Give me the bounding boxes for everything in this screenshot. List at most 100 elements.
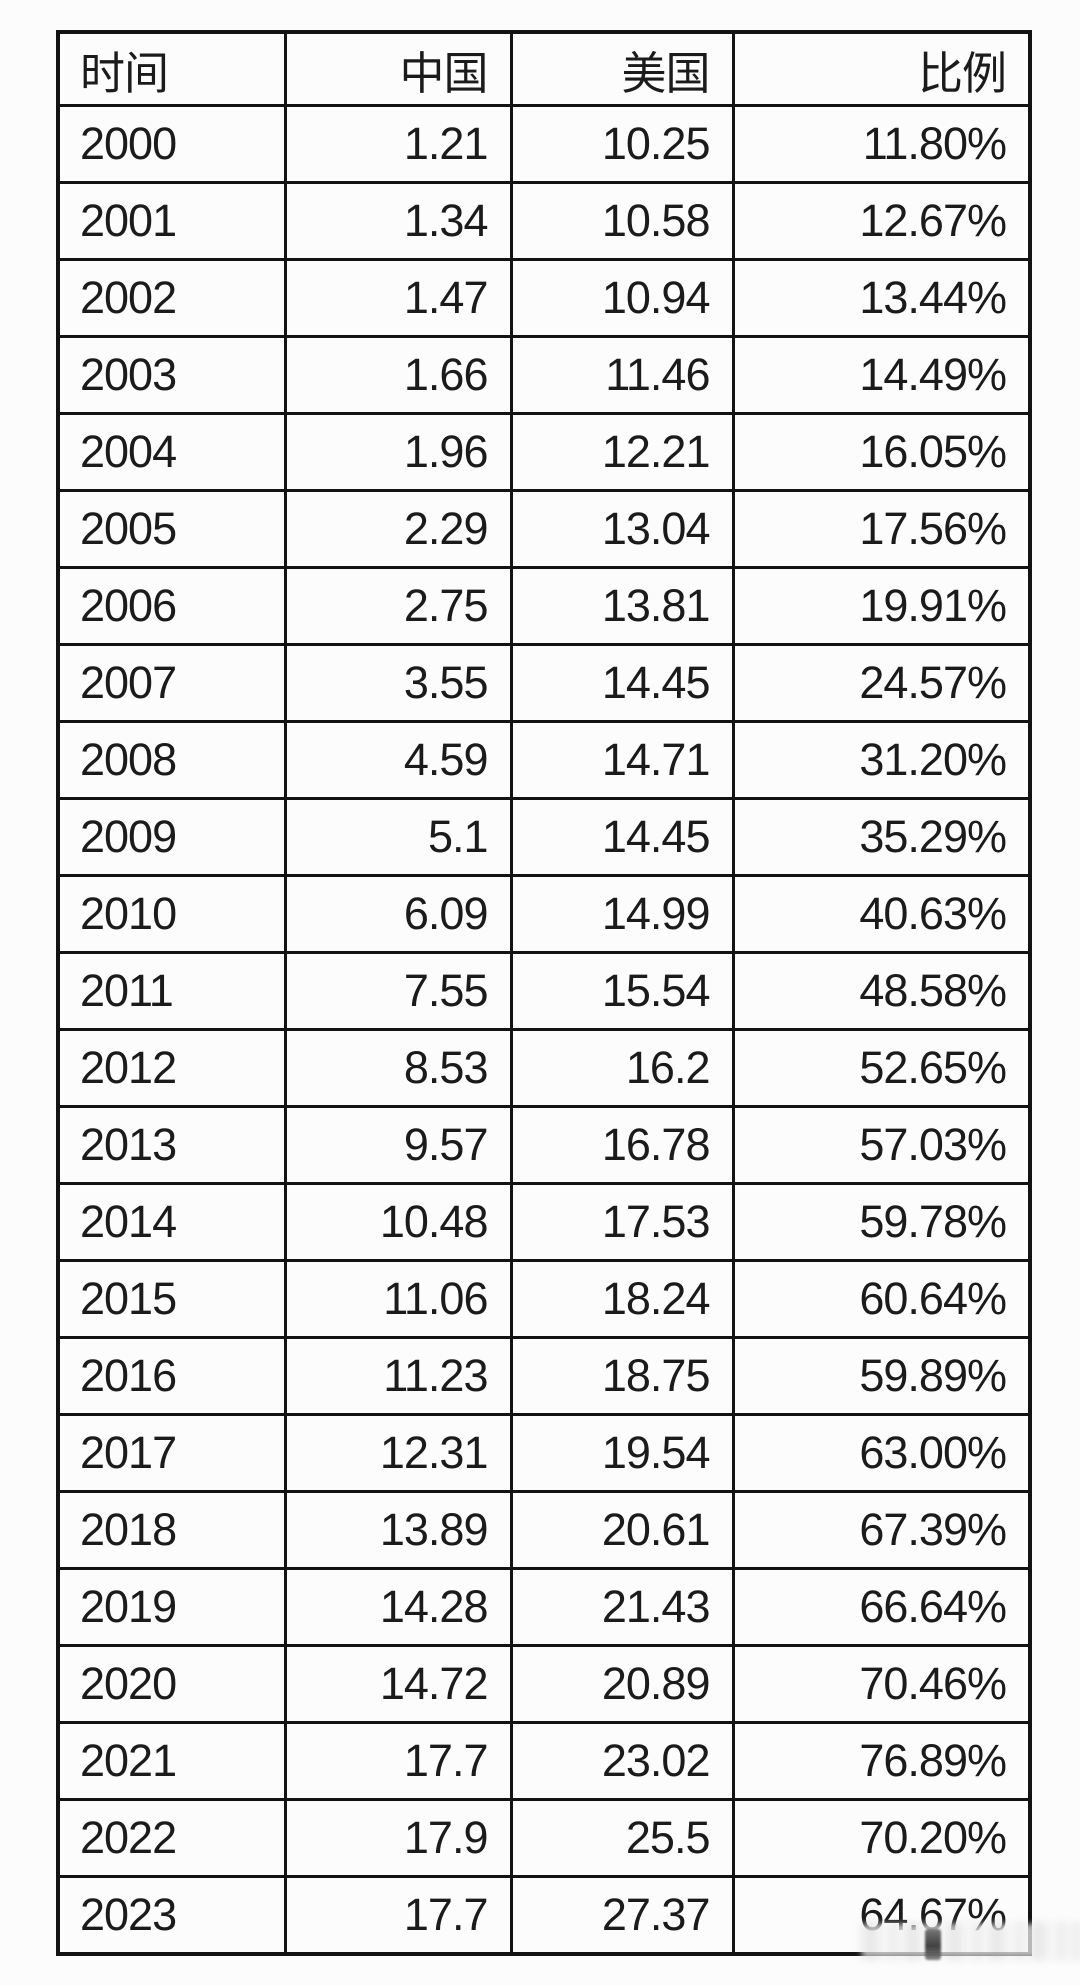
china-cell: 6.09 <box>283 874 513 954</box>
usa-cell: 19.54 <box>509 1413 735 1493</box>
column-header-usa: 美国 <box>509 30 735 107</box>
year-cell: 2009 <box>56 797 287 877</box>
year-cell: 2016 <box>56 1336 287 1416</box>
usa-cell: 15.54 <box>509 951 735 1031</box>
year-cell: 2015 <box>56 1259 287 1339</box>
ratio-cell: 24.57% <box>731 643 1032 723</box>
ratio-cell: 35.29% <box>731 797 1032 877</box>
year-cell: 2011 <box>56 951 287 1031</box>
year-cell: 2013 <box>56 1105 287 1185</box>
china-cell: 1.66 <box>283 335 513 415</box>
table-row: 2008 4.59 14.71 31.20% <box>56 720 1032 800</box>
table-row: 2019 14.28 21.43 66.64% <box>56 1567 1032 1647</box>
ratio-cell: 63.00% <box>731 1413 1032 1493</box>
usa-cell: 10.58 <box>509 181 735 261</box>
table-row: 2004 1.96 12.21 16.05% <box>56 412 1032 492</box>
table-row: 2009 5.1 14.45 35.29% <box>56 797 1032 877</box>
usa-cell: 25.5 <box>509 1798 735 1878</box>
year-cell: 2018 <box>56 1490 287 1570</box>
ratio-cell: 13.44% <box>731 258 1032 338</box>
table-row: 2015 11.06 18.24 60.64% <box>56 1259 1032 1339</box>
ratio-cell: 66.64% <box>731 1567 1032 1647</box>
china-cell: 10.48 <box>283 1182 513 1262</box>
year-cell: 2001 <box>56 181 287 261</box>
ratio-cell: 17.56% <box>731 489 1032 569</box>
usa-cell: 11.46 <box>509 335 735 415</box>
column-header-year: 时间 <box>56 30 287 107</box>
china-cell: 14.72 <box>283 1644 513 1724</box>
usa-cell: 17.53 <box>509 1182 735 1262</box>
china-cell: 2.75 <box>283 566 513 646</box>
year-cell: 2010 <box>56 874 287 954</box>
usa-cell: 10.94 <box>509 258 735 338</box>
gdp-table: 时间 中国 美国 比例 2000 1.21 10.25 11.80% 2001 1.34 10.5… <box>56 30 1032 1956</box>
year-cell: 2008 <box>56 720 287 800</box>
table-body: 2000 1.21 10.25 11.80% 2001 1.34 10.58 12.67% 20… <box>56 104 1032 1956</box>
china-cell: 17.7 <box>283 1721 513 1801</box>
table-row: 2006 2.75 13.81 19.91% <box>56 566 1032 646</box>
ratio-cell: 11.80% <box>731 104 1032 184</box>
year-cell: 2003 <box>56 335 287 415</box>
ratio-cell: 70.46% <box>731 1644 1032 1724</box>
year-cell: 2000 <box>56 104 287 184</box>
watermark-smudge <box>856 1922 1080 1960</box>
table-row: 2007 3.55 14.45 24.57% <box>56 643 1032 723</box>
year-cell: 2020 <box>56 1644 287 1724</box>
table-row: 2011 7.55 15.54 48.58% <box>56 951 1032 1031</box>
table-row: 2017 12.31 19.54 63.00% <box>56 1413 1032 1493</box>
table-row: 2021 17.7 23.02 76.89% <box>56 1721 1032 1801</box>
usa-cell: 27.37 <box>509 1875 735 1956</box>
table-row: 2001 1.34 10.58 12.67% <box>56 181 1032 261</box>
usa-cell: 14.99 <box>509 874 735 954</box>
column-header-china: 中国 <box>283 30 513 107</box>
usa-cell: 21.43 <box>509 1567 735 1647</box>
year-cell: 2021 <box>56 1721 287 1801</box>
ratio-cell: 14.49% <box>731 335 1032 415</box>
table-row: 2010 6.09 14.99 40.63% <box>56 874 1032 954</box>
usa-cell: 10.25 <box>509 104 735 184</box>
ratio-cell: 19.91% <box>731 566 1032 646</box>
china-cell: 11.06 <box>283 1259 513 1339</box>
year-cell: 2005 <box>56 489 287 569</box>
ratio-cell: 48.58% <box>731 951 1032 1031</box>
china-cell: 8.53 <box>283 1028 513 1108</box>
ratio-cell: 31.20% <box>731 720 1032 800</box>
table-row: 2012 8.53 16.2 52.65% <box>56 1028 1032 1108</box>
usa-cell: 16.2 <box>509 1028 735 1108</box>
year-cell: 2006 <box>56 566 287 646</box>
table-row: 2016 11.23 18.75 59.89% <box>56 1336 1032 1416</box>
year-cell: 2022 <box>56 1798 287 1878</box>
china-cell: 14.28 <box>283 1567 513 1647</box>
table-row: 2018 13.89 20.61 67.39% <box>56 1490 1032 1570</box>
china-cell: 12.31 <box>283 1413 513 1493</box>
ratio-cell: 67.39% <box>731 1490 1032 1570</box>
usa-cell: 14.45 <box>509 797 735 877</box>
year-cell: 2012 <box>56 1028 287 1108</box>
usa-cell: 23.02 <box>509 1721 735 1801</box>
china-cell: 7.55 <box>283 951 513 1031</box>
usa-cell: 12.21 <box>509 412 735 492</box>
usa-cell: 16.78 <box>509 1105 735 1185</box>
china-cell: 17.7 <box>283 1875 513 1956</box>
watermark-mark <box>925 1929 941 1960</box>
usa-cell: 14.45 <box>509 643 735 723</box>
usa-cell: 20.89 <box>509 1644 735 1724</box>
china-cell: 1.34 <box>283 181 513 261</box>
usa-cell: 20.61 <box>509 1490 735 1570</box>
china-cell: 5.1 <box>283 797 513 877</box>
ratio-cell: 16.05% <box>731 412 1032 492</box>
table-row: 2002 1.47 10.94 13.44% <box>56 258 1032 338</box>
table-row: 2005 2.29 13.04 17.56% <box>56 489 1032 569</box>
table-row: 2020 14.72 20.89 70.46% <box>56 1644 1032 1724</box>
year-cell: 2004 <box>56 412 287 492</box>
year-cell: 2007 <box>56 643 287 723</box>
usa-cell: 13.04 <box>509 489 735 569</box>
china-cell: 2.29 <box>283 489 513 569</box>
ratio-cell: 76.89% <box>731 1721 1032 1801</box>
header-row: 时间 中国 美国 比例 <box>56 30 1032 107</box>
usa-cell: 18.75 <box>509 1336 735 1416</box>
china-cell: 3.55 <box>283 643 513 723</box>
usa-cell: 14.71 <box>509 720 735 800</box>
ratio-cell: 59.78% <box>731 1182 1032 1262</box>
